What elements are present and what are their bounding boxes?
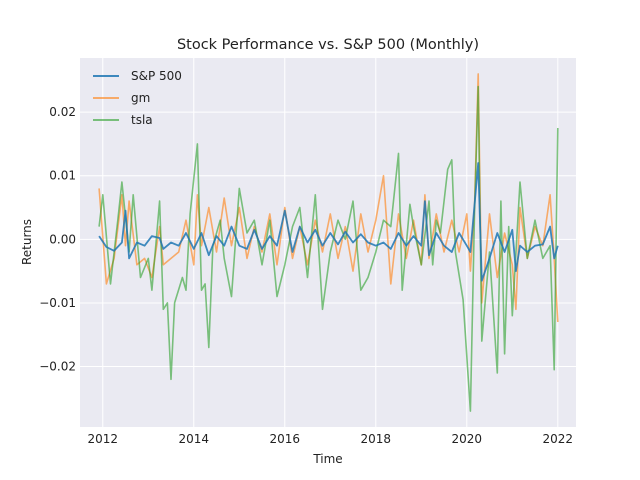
- x-tick-label: 2016: [269, 432, 300, 446]
- y-axis-label: Returns: [20, 219, 34, 265]
- x-axis-ticks: 2012 2014 2016 2018 2020 2022: [87, 432, 573, 446]
- legend-label-gm: gm: [131, 91, 150, 105]
- x-axis-label: Time: [312, 452, 342, 466]
- y-tick-label: 0.00: [49, 232, 76, 246]
- legend: S&P 500 gm tsla: [93, 69, 182, 127]
- y-axis-ticks: −0.02 −0.01 0.00 0.01 0.02: [39, 105, 76, 373]
- series-line-sp500: [98, 162, 559, 282]
- series-layer: [98, 73, 559, 412]
- x-tick-label: 2012: [87, 432, 118, 446]
- x-tick-label: 2020: [452, 432, 483, 446]
- x-tick-label: 2014: [178, 432, 209, 446]
- y-tick-label: 0.02: [49, 105, 76, 119]
- chart-title: Stock Performance vs. S&P 500 (Monthly): [177, 37, 479, 53]
- series-line-gm: [98, 73, 559, 323]
- legend-label-tsla: tsla: [131, 113, 153, 127]
- legend-label-sp500: S&P 500: [131, 69, 182, 83]
- y-tick-label: −0.01: [39, 296, 76, 310]
- series-line-tsla: [98, 85, 559, 412]
- x-tick-label: 2018: [361, 432, 392, 446]
- x-tick-label: 2022: [543, 432, 574, 446]
- y-tick-label: −0.02: [39, 360, 76, 374]
- y-tick-label: 0.01: [49, 169, 76, 183]
